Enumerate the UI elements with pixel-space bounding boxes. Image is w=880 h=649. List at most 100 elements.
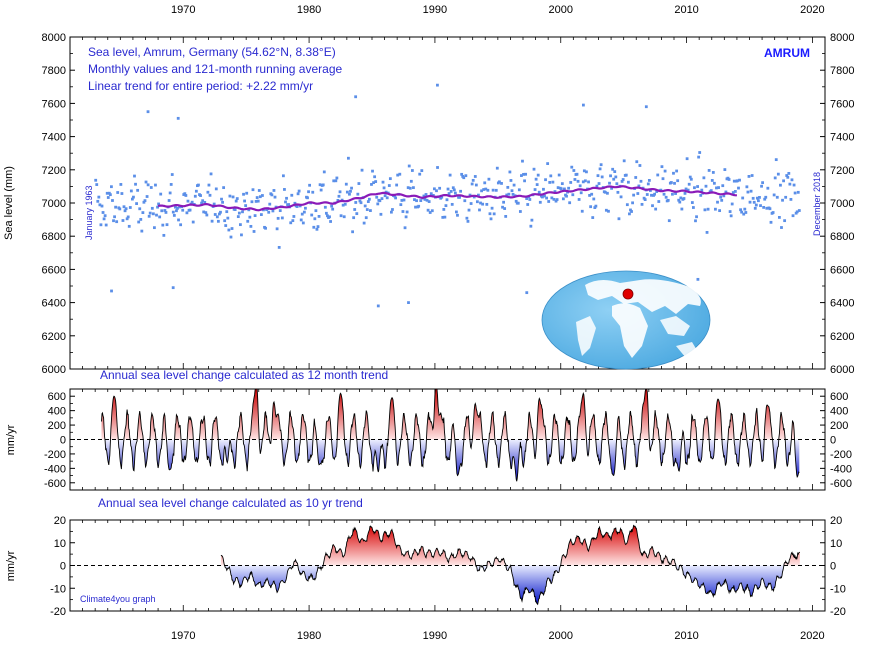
- monthly-point: [487, 177, 491, 181]
- monthly-point: [101, 211, 105, 214]
- monthly-point: [358, 199, 362, 203]
- monthly-point: [469, 202, 473, 205]
- monthly-point: [595, 184, 599, 188]
- monthly-point: [201, 199, 205, 203]
- monthly-point: [667, 219, 671, 223]
- monthly-point: [422, 194, 426, 198]
- monthly-point: [478, 208, 481, 212]
- monthly-point: [477, 193, 480, 197]
- monthly-point: [583, 179, 587, 183]
- monthly-point: [271, 209, 275, 213]
- y-tick-label: 6200: [830, 331, 854, 343]
- monthly-point: [669, 181, 673, 184]
- monthly-point: [354, 95, 358, 99]
- monthly-point: [120, 192, 124, 195]
- monthly-point: [389, 210, 393, 214]
- monthly-point: [491, 188, 495, 192]
- monthly-point: [662, 192, 666, 196]
- y-tick-label: 200: [830, 420, 848, 432]
- monthly-point: [560, 182, 564, 186]
- monthly-point: [378, 199, 382, 203]
- monthly-point: [380, 197, 384, 200]
- monthly-point: [773, 176, 777, 180]
- monthly-point: [227, 228, 231, 232]
- monthly-point: [426, 208, 430, 212]
- monthly-point: [313, 217, 317, 221]
- monthly-point: [357, 182, 361, 185]
- monthly-point: [594, 204, 598, 208]
- monthly-point: [116, 191, 120, 194]
- monthly-point: [349, 189, 352, 193]
- monthly-point: [370, 183, 373, 186]
- monthly-point: [373, 175, 377, 179]
- monthly-point: [165, 223, 169, 227]
- monthly-point: [603, 190, 607, 194]
- monthly-point: [208, 193, 212, 197]
- monthly-point: [190, 200, 194, 204]
- monthly-point: [760, 184, 763, 188]
- monthly-point: [178, 205, 181, 209]
- monthly-point: [245, 191, 249, 195]
- monthly-point: [302, 210, 306, 214]
- monthly-point: [406, 186, 410, 190]
- bottom-y-axis: -20 -20 -10 -10 0 0 10 10 20 20: [50, 515, 846, 618]
- monthly-point: [504, 215, 508, 218]
- monthly-point: [723, 168, 727, 171]
- x-tick-label: 2020: [800, 630, 824, 642]
- monthly-point: [330, 204, 334, 208]
- monthly-point: [296, 192, 300, 196]
- monthly-point: [372, 181, 375, 185]
- monthly-point: [471, 178, 475, 182]
- monthly-point: [542, 187, 545, 191]
- monthly-point: [490, 206, 494, 210]
- monthly-point: [387, 184, 391, 187]
- y-tick-label: 6000: [42, 364, 66, 376]
- monthly-point: [717, 186, 720, 189]
- monthly-point: [736, 179, 739, 183]
- monthly-point: [423, 197, 427, 201]
- monthly-point: [536, 173, 540, 177]
- monthly-point: [698, 151, 702, 154]
- monthly-point: [753, 206, 757, 210]
- monthly-point: [452, 188, 456, 192]
- monthly-point: [521, 159, 524, 163]
- middle-positive-area: [101, 389, 800, 440]
- monthly-point: [640, 202, 644, 206]
- monthly-point: [663, 169, 667, 173]
- monthly-point: [752, 200, 756, 204]
- monthly-point: [188, 208, 192, 212]
- top-title-line-1: Sea level, Amrum, Germany (54.62°N, 8.38…: [88, 45, 336, 59]
- monthly-point: [711, 171, 715, 174]
- monthly-point: [284, 200, 287, 204]
- monthly-point: [314, 209, 318, 213]
- monthly-point: [746, 190, 750, 194]
- monthly-point: [780, 226, 783, 229]
- monthly-point: [700, 188, 704, 192]
- monthly-point: [382, 186, 386, 190]
- monthly-point: [429, 192, 433, 196]
- monthly-point: [448, 173, 452, 177]
- monthly-point: [645, 193, 649, 196]
- monthly-point: [371, 169, 374, 173]
- monthly-point: [710, 179, 714, 182]
- monthly-point: [453, 191, 457, 195]
- monthly-point: [572, 169, 576, 172]
- monthly-point: [523, 179, 526, 183]
- monthly-point: [438, 186, 442, 190]
- monthly-point: [297, 189, 301, 193]
- monthly-point: [98, 203, 102, 207]
- monthly-point: [660, 165, 664, 169]
- monthly-point: [179, 223, 183, 227]
- monthly-point: [793, 191, 797, 195]
- monthly-point: [237, 211, 241, 215]
- monthly-point: [254, 199, 258, 203]
- monthly-point: [219, 210, 222, 214]
- monthly-point: [705, 231, 709, 234]
- monthly-point: [257, 189, 261, 192]
- monthly-point: [703, 208, 707, 212]
- monthly-point: [270, 193, 274, 197]
- y-tick-label: -600: [44, 478, 66, 490]
- monthly-point: [96, 199, 100, 203]
- monthly-point: [596, 174, 600, 178]
- top-title-line-3: Linear trend for entire period: +2.22 mm…: [88, 79, 313, 93]
